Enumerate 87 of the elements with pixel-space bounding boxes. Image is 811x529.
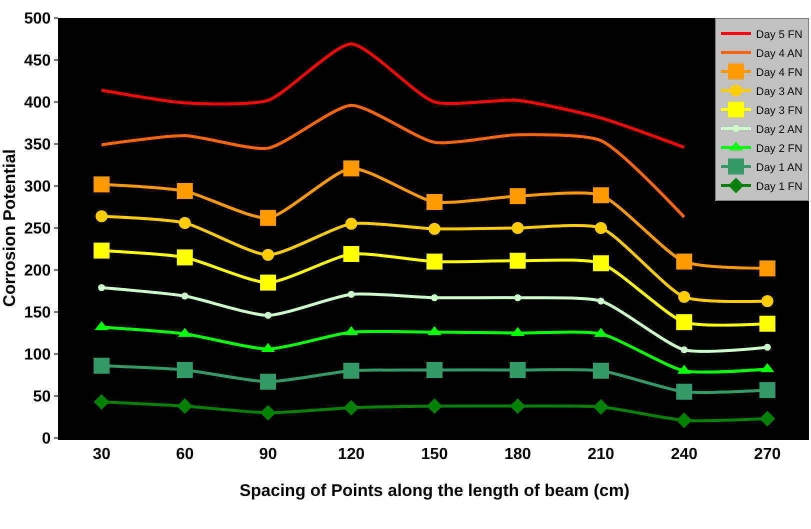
point — [260, 210, 276, 226]
x-tick-label: 180 — [504, 446, 532, 464]
legend-label: Day 4 FN — [756, 66, 803, 79]
point — [264, 312, 272, 319]
point — [510, 398, 526, 414]
legend-label: Day 3 FN — [756, 104, 803, 117]
y-tick-label: 500 — [24, 10, 51, 28]
point — [592, 187, 609, 204]
point — [176, 362, 193, 378]
point — [176, 249, 193, 266]
point — [676, 314, 692, 330]
legend-label: Day 4 AN — [756, 48, 803, 60]
point — [98, 284, 106, 292]
point — [514, 294, 522, 302]
point — [678, 290, 690, 303]
y-tick-label: 150 — [24, 304, 51, 322]
point — [260, 405, 276, 421]
point — [94, 242, 110, 259]
point — [343, 246, 360, 262]
y-tick-label: 250 — [24, 220, 51, 238]
point — [760, 410, 776, 426]
point — [761, 295, 774, 308]
point — [510, 188, 526, 204]
legend-label: Day 2 FN — [756, 142, 803, 155]
x-tick-label: 30 — [92, 446, 111, 464]
point — [343, 362, 360, 379]
line-series — [100, 42, 686, 149]
point — [428, 222, 440, 235]
point — [510, 252, 526, 269]
point — [594, 222, 607, 234]
point — [426, 398, 442, 414]
point — [177, 398, 193, 414]
point — [764, 344, 771, 351]
y-tick-label: 300 — [24, 178, 51, 196]
point — [262, 248, 274, 261]
point — [96, 210, 108, 222]
point — [94, 394, 110, 410]
point — [676, 384, 692, 400]
point — [176, 183, 193, 200]
x-tick-label: 210 — [588, 446, 614, 464]
point — [510, 362, 526, 378]
point — [426, 362, 442, 378]
point — [592, 362, 609, 379]
point — [597, 298, 604, 305]
y-tick-label: 400 — [24, 94, 51, 112]
point — [260, 274, 276, 291]
point — [343, 400, 360, 416]
point — [345, 218, 358, 230]
point — [178, 216, 191, 229]
point — [431, 294, 438, 302]
point — [512, 222, 524, 234]
point — [759, 382, 776, 398]
y-tick-label: 100 — [24, 346, 51, 364]
point — [759, 316, 776, 332]
legend-label: Day 1 AN — [756, 162, 803, 174]
x-tick-label: 90 — [259, 446, 278, 464]
x-tick-label: 270 — [754, 446, 781, 464]
x-tick-label: 150 — [421, 446, 448, 464]
y-tick-label: 350 — [24, 136, 51, 154]
y-axis-title: Corrosion Potential — [0, 149, 19, 307]
y-tick-label: 0 — [42, 430, 51, 448]
point — [348, 290, 355, 298]
x-tick-label: 60 — [176, 446, 194, 464]
legend-label: Day 3 AN — [756, 86, 803, 98]
x-tick-label: 240 — [670, 446, 698, 464]
point — [680, 346, 688, 354]
point — [426, 254, 442, 270]
point — [676, 412, 692, 428]
y-tick-label: 450 — [24, 52, 51, 70]
legend-label: Day 2 AN — [756, 124, 803, 136]
point — [181, 292, 188, 300]
point — [593, 399, 609, 415]
point — [260, 374, 276, 390]
point — [94, 176, 110, 192]
y-tick-label: 200 — [24, 262, 51, 280]
point — [426, 194, 442, 210]
point — [676, 254, 692, 270]
point — [759, 260, 776, 276]
y-tick-label: 50 — [33, 388, 51, 406]
point — [94, 358, 110, 374]
line-series — [100, 104, 686, 219]
x-axis-title: Spacing of Points along the length of beam (cm) — [239, 481, 630, 500]
legend-label: Day 1 FN — [756, 180, 803, 193]
x-tick-label: 120 — [338, 446, 365, 464]
legend-label: Day 5 FN — [756, 28, 803, 41]
point — [343, 160, 360, 176]
point — [592, 255, 609, 272]
